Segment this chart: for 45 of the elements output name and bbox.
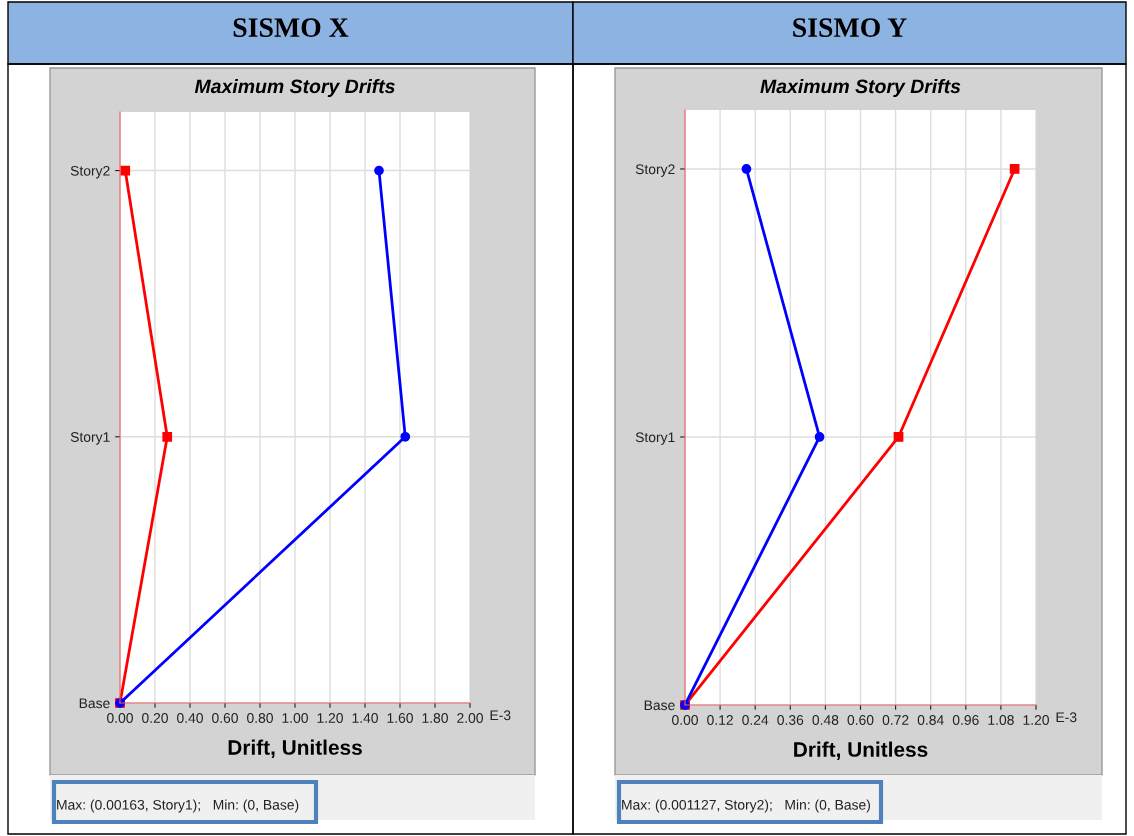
y-tick-label: Base bbox=[644, 700, 675, 711]
point bbox=[741, 164, 752, 174]
x-axis-title: Drift, Unitless bbox=[794, 741, 928, 760]
x-tick-label: 0.40 bbox=[177, 713, 203, 723]
y-tick-label: Base bbox=[79, 698, 110, 709]
x-tick-label: 2.00 bbox=[457, 713, 483, 723]
y-tick-label: Story1 bbox=[70, 432, 110, 445]
x-tick-label: 0.00 bbox=[672, 715, 698, 725]
x-tick-label: 1.00 bbox=[282, 713, 308, 723]
y-tick-label: Story1 bbox=[635, 432, 675, 445]
x-tick-label: 1.40 bbox=[352, 713, 378, 723]
x-tick-label: 1.20 bbox=[317, 713, 343, 723]
x-tick-label: 0.36 bbox=[777, 715, 804, 725]
x-tick-label: 0.60 bbox=[847, 715, 874, 725]
x-tick-label: 0.48 bbox=[812, 715, 839, 725]
text: Max: (0.001127, Story2); Min: (0, Base) bbox=[622, 799, 870, 813]
x-tick-label: 0.72 bbox=[882, 715, 909, 725]
text: Max: (0.00163, Story1); Min: (0, Base) bbox=[57, 799, 299, 813]
x-axis-title: Drift, Unitless bbox=[228, 739, 362, 758]
chart-subtitle: Maximum Story Drifts bbox=[194, 78, 395, 98]
x-tick-label: 1.08 bbox=[988, 715, 1014, 725]
x-tick-label: 0.20 bbox=[142, 713, 168, 723]
x-tick-label: 0.12 bbox=[707, 715, 733, 725]
x-tick-label: 0.96 bbox=[952, 715, 979, 725]
x-tick-label: 1.80 bbox=[422, 713, 448, 723]
x-tick-label: 1.20 bbox=[1023, 715, 1049, 725]
point bbox=[1009, 164, 1020, 174]
text: E-3 bbox=[1056, 712, 1077, 723]
x-tick-label: 0.84 bbox=[917, 715, 944, 725]
x-tick-label: 0.60 bbox=[212, 713, 238, 723]
point bbox=[374, 165, 384, 176]
point bbox=[893, 432, 904, 442]
point bbox=[162, 431, 173, 442]
chart-subtitle: Maximum Story Drifts bbox=[760, 78, 961, 98]
x-tick-label: 0.00 bbox=[107, 713, 133, 723]
chart-title: SISMO Y bbox=[793, 18, 907, 37]
x-tick-label: 0.24 bbox=[742, 715, 769, 725]
y-tick-label: Story2 bbox=[70, 165, 110, 179]
text: E-3 bbox=[490, 710, 511, 721]
x-tick-label: 1.60 bbox=[387, 713, 413, 723]
x-tick-label: 0.80 bbox=[247, 713, 273, 723]
point bbox=[400, 431, 411, 442]
y-tick-label: Story2 bbox=[635, 164, 675, 177]
chart-title: SISMO X bbox=[233, 18, 349, 37]
point bbox=[814, 432, 825, 442]
